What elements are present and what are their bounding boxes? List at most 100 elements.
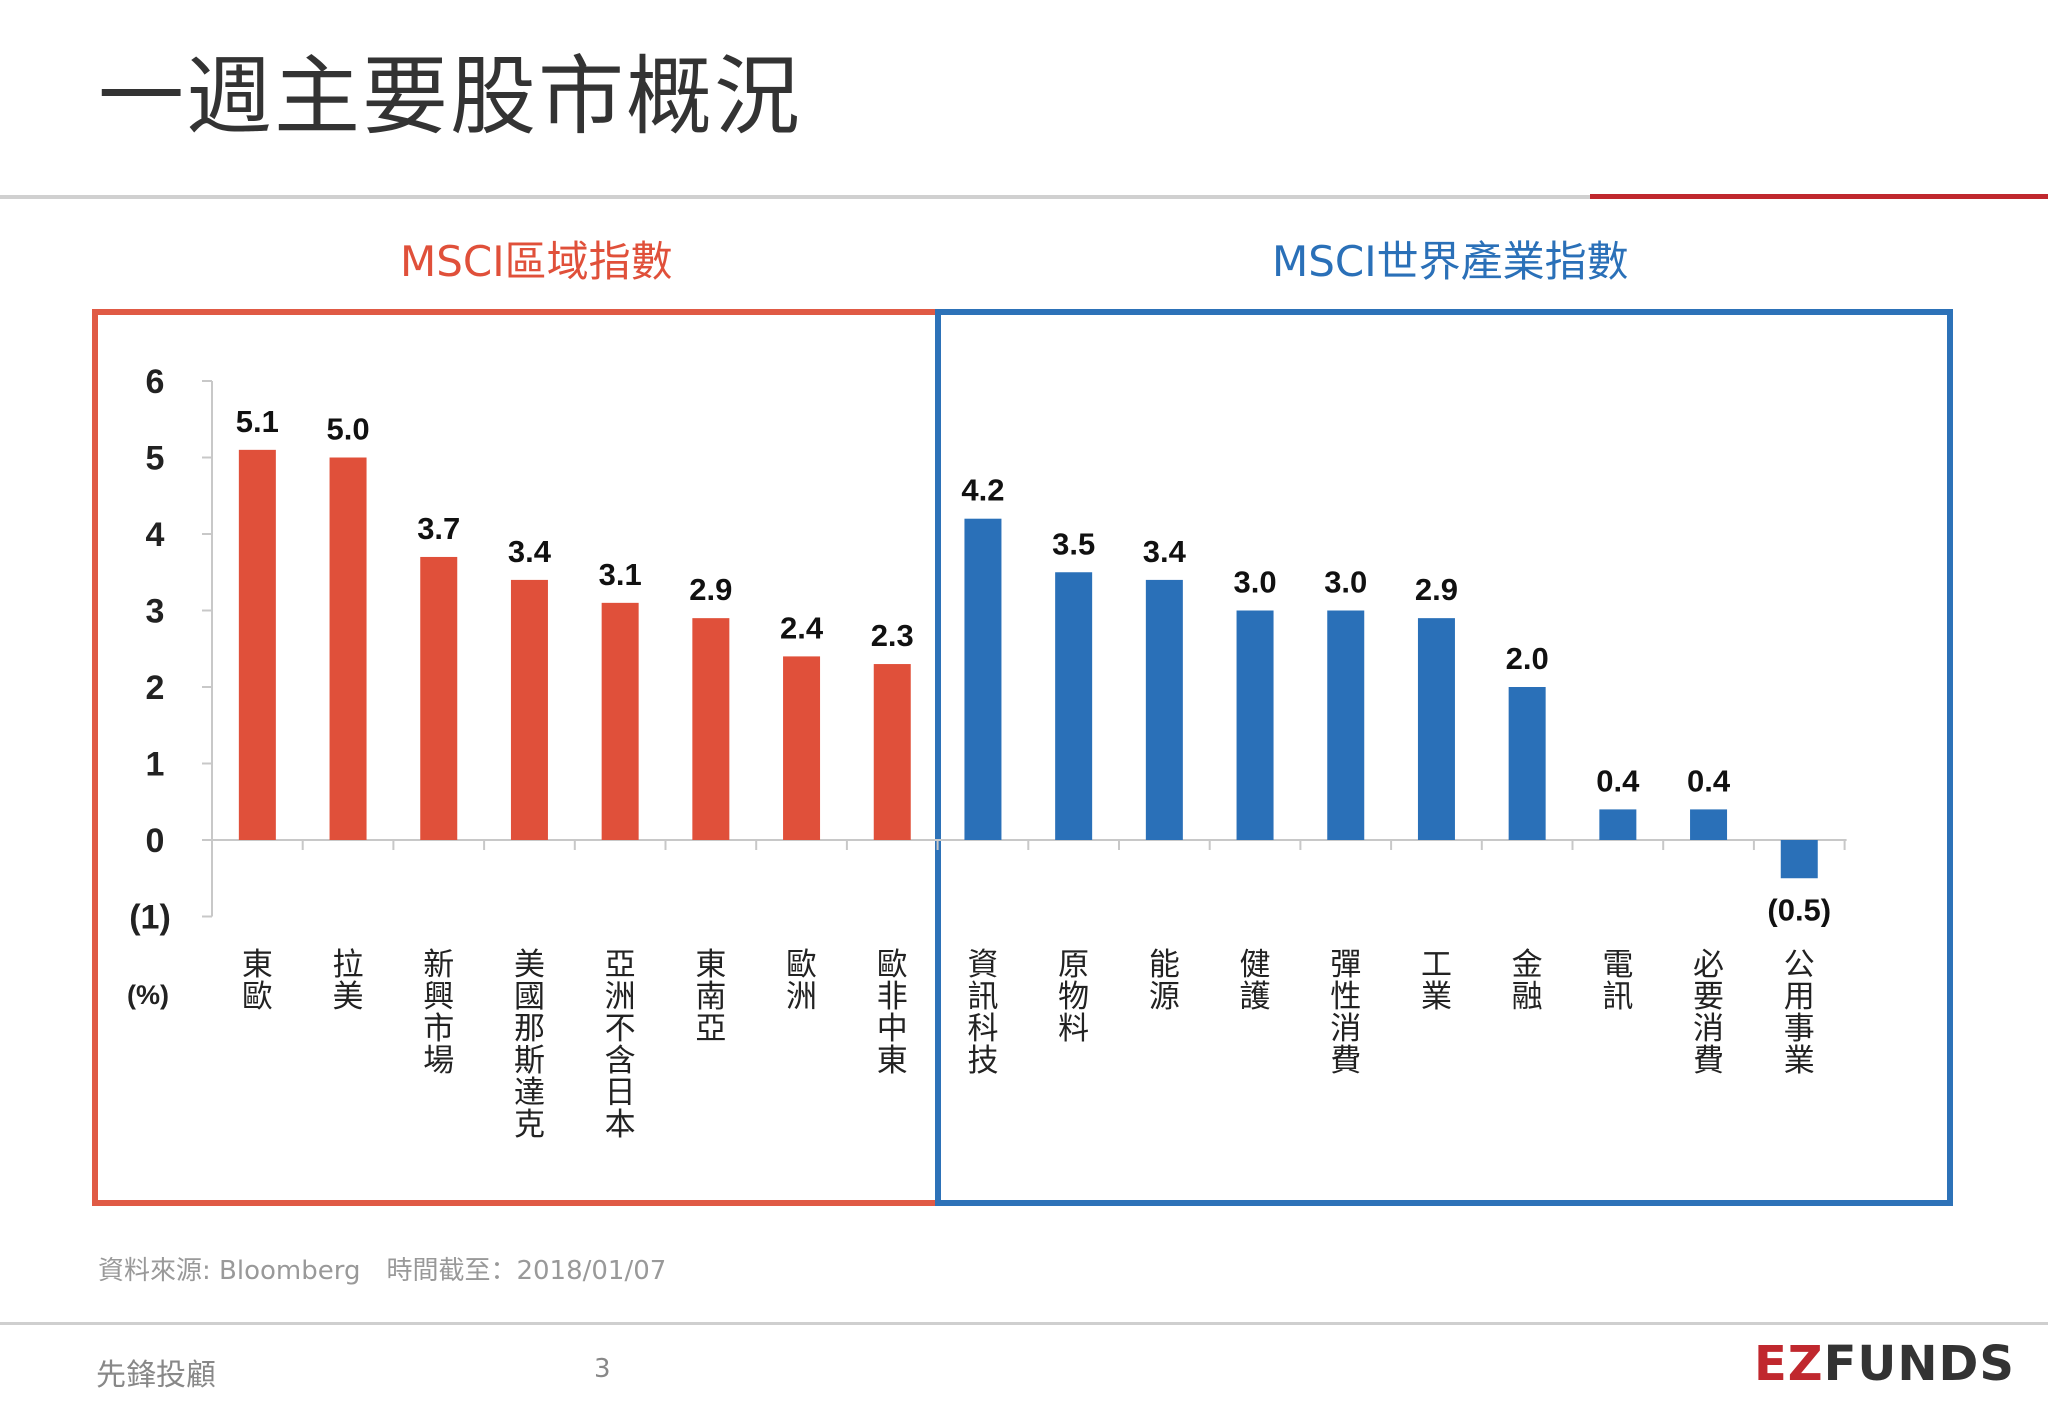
category-label-char: 業: [1421, 979, 1452, 1015]
bar-value-label: (0.5): [1767, 892, 1831, 927]
category-label-char: 亞: [605, 947, 636, 983]
header-accent-bar: [1590, 194, 2048, 199]
category-label-char: 料: [1058, 1011, 1089, 1047]
category-label-char: 金: [1512, 947, 1543, 983]
bar: [420, 556, 458, 840]
category-label-char: 美: [333, 979, 364, 1015]
category-label: 電訊: [1602, 947, 1633, 1015]
logo-ez-text: EZ: [1754, 1336, 1824, 1392]
bar: [601, 602, 639, 840]
category-label-char: 健: [1240, 947, 1271, 983]
category-label: 公用事業: [1784, 947, 1815, 1079]
category-label-char: 融: [1512, 979, 1543, 1015]
category-label: 歐非中東: [877, 947, 908, 1079]
category-label-char: 用: [1784, 979, 1815, 1015]
category-label-char: 東: [695, 947, 726, 983]
ezfunds-logo: EZFUNDS: [1754, 1340, 2015, 1388]
category-label-char: 技: [967, 1043, 998, 1079]
y-tick-label: (1): [129, 899, 171, 937]
bar-value-label: 2.9: [689, 572, 732, 607]
category-label-char: 公: [1784, 947, 1815, 983]
category-label-char: 日: [605, 1075, 636, 1111]
bar: [1055, 572, 1093, 840]
category-label: 新興市場: [423, 947, 454, 1079]
bar-value-label: 2.3: [871, 618, 914, 653]
category-label-char: 克: [514, 1107, 545, 1143]
bar: [238, 449, 276, 840]
category-label-char: 性: [1330, 979, 1361, 1015]
bar: [1145, 579, 1183, 840]
category-label: 歐洲: [786, 947, 817, 1015]
category-label: 工業: [1421, 947, 1452, 1015]
bar-value-label: 3.0: [1324, 565, 1367, 600]
category-label-char: 本: [605, 1107, 636, 1143]
category-label-char: 消: [1330, 1011, 1361, 1047]
category-label: 美國那斯達克: [514, 947, 545, 1143]
bar-value-label: 3.1: [599, 557, 642, 592]
category-label-char: 拉: [333, 947, 364, 983]
category-label-char: 國: [514, 979, 545, 1015]
bar-value-label: 3.0: [1233, 565, 1276, 600]
y-tick-label: 0: [146, 822, 165, 860]
bar-value-label: 3.7: [417, 511, 460, 546]
category-label-char: 事: [1784, 1011, 1815, 1047]
bar: [692, 618, 730, 840]
category-label-char: 要: [1693, 979, 1724, 1015]
y-tick-label: 2: [146, 669, 165, 707]
y-tick-label: 1: [146, 746, 165, 784]
category-label-char: 消: [1693, 1011, 1724, 1047]
bar: [1508, 687, 1546, 840]
category-label-char: 資: [967, 947, 998, 983]
category-label-char: 洲: [786, 979, 817, 1015]
bar-value-label: 0.4: [1687, 763, 1731, 798]
category-label: 東歐: [242, 947, 273, 1015]
category-label-char: 必: [1693, 947, 1724, 983]
bar: [1690, 809, 1728, 840]
y-tick-label: 3: [146, 593, 165, 631]
category-label-char: 訊: [967, 979, 998, 1015]
category-label: 資訊科技: [967, 947, 998, 1079]
category-label-char: 場: [423, 1043, 454, 1079]
category-label-char: 中: [877, 1011, 908, 1047]
page-title: 一週主要股市概況: [98, 47, 802, 147]
footer-divider: [0, 1322, 2048, 1325]
bar-value-label: 0.4: [1596, 763, 1640, 798]
category-label-char: 能: [1149, 947, 1180, 983]
category-label: 拉美: [333, 947, 364, 1015]
y-tick-label: 6: [146, 363, 165, 401]
bar: [873, 664, 911, 840]
category-label-char: 含: [605, 1043, 636, 1079]
header-divider: [0, 195, 2048, 199]
bar-value-label: 4.2: [961, 473, 1004, 508]
category-label-char: 歐: [786, 947, 817, 983]
category-label-char: 市: [423, 1011, 454, 1047]
category-label-char: 美: [514, 947, 545, 983]
company-name: 先鋒投顧: [96, 1358, 216, 1393]
bar: [1599, 809, 1637, 840]
category-label-char: 工: [1421, 947, 1452, 983]
category-label-char: 費: [1330, 1043, 1361, 1079]
category-label-char: 物: [1058, 979, 1089, 1015]
page-number: 3: [594, 1354, 611, 1384]
category-label-char: 歐: [242, 979, 273, 1015]
category-label-char: 護: [1240, 979, 1271, 1015]
category-label-char: 南: [695, 979, 726, 1015]
y-tick-label: 5: [146, 440, 165, 478]
category-label: 東南亞: [695, 947, 726, 1047]
category-label: 原物料: [1058, 947, 1089, 1047]
bar-value-label: 3.5: [1052, 526, 1095, 561]
category-label-char: 洲: [605, 979, 636, 1015]
bar: [329, 457, 367, 840]
region-chart-title: MSCI區域指數: [400, 237, 673, 286]
category-label-char: 歐: [877, 947, 908, 983]
category-label-char: 不: [605, 1011, 636, 1047]
bar-value-label: 2.4: [780, 610, 824, 645]
category-label: 能源: [1149, 947, 1180, 1015]
bar-value-label: 5.0: [326, 412, 369, 447]
data-source-note: 資料來源: Bloomberg 時間截至：2018/01/07: [98, 1256, 667, 1286]
bar: [1780, 840, 1818, 879]
category-label: 彈性消費: [1330, 947, 1361, 1079]
category-label-char: 科: [967, 1011, 998, 1047]
category-label-char: 東: [877, 1043, 908, 1079]
category-label-char: 彈: [1330, 947, 1361, 983]
